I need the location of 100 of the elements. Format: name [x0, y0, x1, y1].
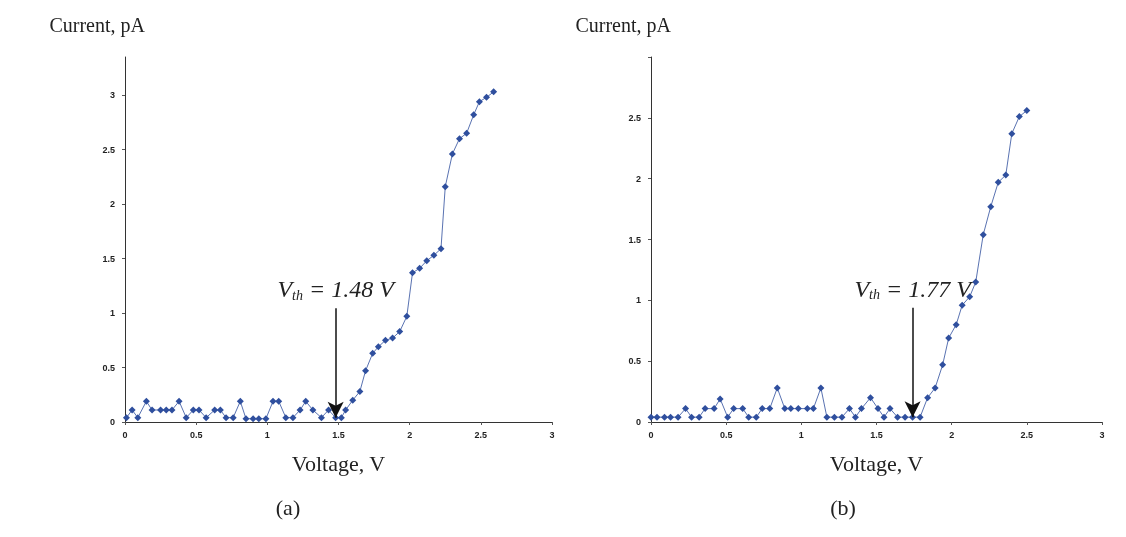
point	[262, 415, 270, 423]
point	[389, 334, 397, 342]
point	[809, 405, 817, 413]
point	[874, 405, 882, 413]
text: (b)	[830, 494, 856, 520]
y-tick-label: 0.5	[102, 362, 115, 373]
point	[490, 88, 498, 96]
point	[269, 397, 277, 405]
point	[302, 397, 310, 405]
point	[710, 405, 718, 413]
point	[653, 413, 661, 421]
x-tick-label: 1.5	[870, 429, 883, 440]
point	[289, 414, 297, 422]
point	[838, 413, 846, 421]
point	[817, 384, 825, 392]
point	[162, 406, 170, 414]
point	[430, 251, 438, 259]
point	[787, 405, 795, 413]
point	[916, 413, 924, 421]
y-tick-label: 2	[109, 199, 115, 210]
point	[423, 257, 431, 265]
y-axis-title: Current, pA	[575, 14, 672, 37]
point	[369, 349, 377, 357]
point	[1015, 113, 1023, 121]
y-axis-title: Current, pA	[49, 14, 146, 37]
point	[667, 413, 675, 421]
x-axis-title: Voltage, V	[829, 450, 924, 476]
point	[325, 406, 333, 414]
point	[952, 321, 960, 329]
point	[830, 413, 838, 421]
point	[470, 111, 478, 119]
point	[441, 183, 449, 191]
point	[880, 413, 888, 421]
y-tick-label: 0.5	[628, 356, 641, 367]
x-tick-label: 1.5	[332, 429, 345, 440]
x-tick-label: 0	[122, 429, 128, 440]
point	[823, 413, 831, 421]
point	[249, 415, 257, 423]
point	[222, 414, 230, 422]
point	[148, 406, 156, 414]
point	[682, 405, 690, 413]
x-tick-label: 0.5	[719, 429, 733, 440]
y-tick-label: 1.5	[102, 253, 115, 264]
x-tick-label: 2	[407, 429, 413, 440]
x-tick-label: 3	[1099, 429, 1105, 440]
point	[661, 413, 669, 421]
x-tick-label: 1	[798, 429, 804, 440]
point	[851, 413, 859, 421]
point	[716, 395, 724, 403]
point	[128, 406, 136, 414]
point	[242, 415, 250, 423]
point	[901, 413, 909, 421]
y-tick-label: 0	[635, 417, 641, 427]
point	[202, 414, 210, 422]
y-tick-label: 2	[635, 173, 641, 184]
y-tick-label: 1	[635, 295, 641, 306]
point	[362, 367, 370, 375]
point	[296, 406, 304, 414]
point	[236, 397, 244, 405]
point	[381, 336, 389, 344]
y-tick-label: 0	[109, 417, 115, 427]
point	[216, 406, 224, 414]
point	[195, 406, 203, 414]
point	[958, 301, 966, 309]
point	[189, 406, 197, 414]
x-tick-label: 0.5	[189, 429, 203, 440]
y-tick-label: 2.5	[102, 144, 115, 155]
text: (a)	[275, 494, 301, 520]
point	[356, 387, 364, 395]
point	[182, 414, 190, 422]
point	[739, 405, 747, 413]
x-tick-label: 2.5	[1020, 429, 1034, 440]
y-tick-label: 1	[109, 308, 115, 319]
point	[134, 414, 142, 422]
x-tick-label: 1	[264, 429, 270, 440]
point	[773, 384, 781, 392]
x-tick-label: 2.5	[474, 429, 488, 440]
point	[142, 397, 150, 405]
point	[1023, 107, 1031, 115]
point	[403, 312, 411, 320]
point	[724, 413, 732, 421]
point	[275, 397, 283, 405]
point	[437, 245, 445, 253]
point	[337, 414, 345, 422]
y-tick-label: 1.5	[628, 234, 641, 245]
point	[455, 135, 463, 143]
point	[987, 203, 995, 211]
point	[255, 415, 263, 423]
point	[924, 394, 932, 402]
point	[122, 414, 130, 422]
point	[979, 231, 987, 239]
point	[745, 413, 753, 421]
x-tick-label: 0	[648, 429, 654, 440]
point	[1002, 171, 1010, 179]
point	[939, 361, 947, 369]
x-tick-label: 3	[549, 429, 555, 440]
point	[894, 413, 902, 421]
point	[416, 264, 424, 272]
x-axis-title: Voltage, V	[291, 450, 386, 476]
point	[374, 343, 382, 351]
